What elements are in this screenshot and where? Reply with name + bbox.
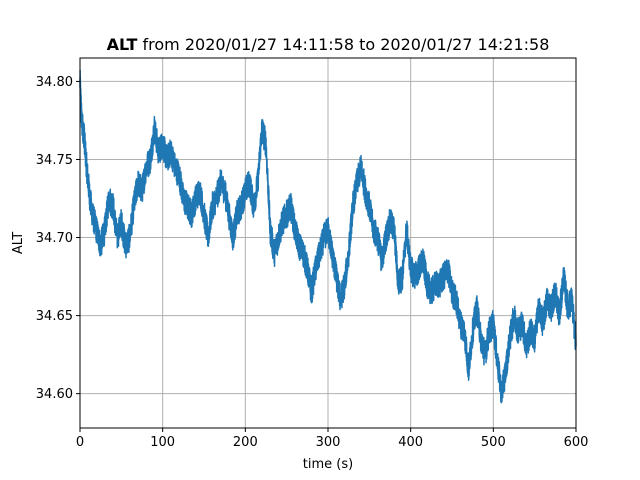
- chart-title-range: from 2020/01/27 14:11:58 to 2020/01/27 1…: [137, 35, 549, 54]
- x-tick-label: 500: [481, 435, 506, 450]
- y-tick-label: 34.75: [36, 153, 73, 168]
- y-tick-label: 34.65: [36, 309, 73, 324]
- x-axis-label: time (s): [303, 457, 353, 472]
- x-tick-label: 400: [398, 435, 423, 450]
- y-tick-label: 34.80: [36, 75, 73, 90]
- axis-ticks: 0 100 200 300 400 500 600 34.60 34.65 34.70 34.75 3…: [36, 75, 589, 450]
- series-layer: [79, 69, 577, 404]
- x-tick-label: 600: [564, 435, 589, 450]
- y-axis-label: ALT: [11, 232, 26, 254]
- y-tick-label: 34.60: [36, 387, 73, 402]
- grid: [79, 58, 577, 428]
- x-tick-label: 100: [150, 435, 175, 450]
- series-line: [79, 69, 577, 404]
- x-tick-label: 0: [76, 435, 84, 450]
- chart-title: ALT from 2020/01/27 14:11:58 to 2020/01/…: [107, 35, 550, 54]
- chart-title-variable: ALT: [107, 35, 138, 54]
- x-tick-label: 300: [316, 435, 341, 450]
- x-tick-label: 200: [233, 435, 258, 450]
- y-tick-label: 34.70: [36, 231, 73, 246]
